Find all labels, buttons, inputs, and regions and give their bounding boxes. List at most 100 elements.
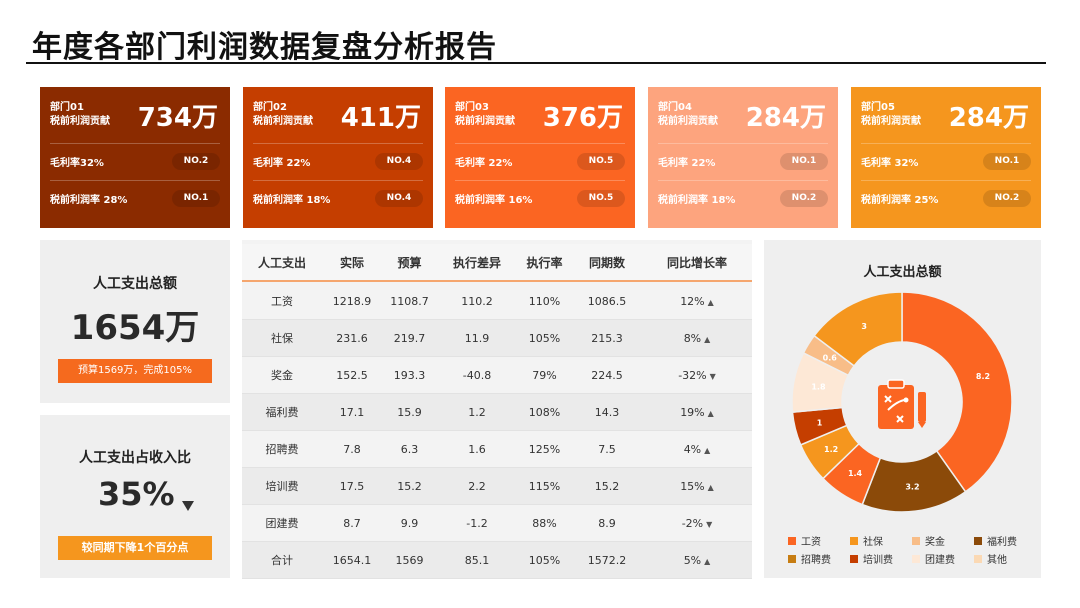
dept-row-gross: 毛利率 22% NO.1 <box>658 143 828 179</box>
up-arrow-icon: ▲ <box>704 556 711 566</box>
table-cell: 招聘费 <box>265 443 299 456</box>
table-cell: -1.2 <box>466 516 488 530</box>
dept-gross-label: 毛利率 22% <box>455 158 513 169</box>
down-triangle-icon <box>182 501 194 511</box>
dept-pretax-label: 税前利润率 16% <box>455 195 533 206</box>
labor-total-note: 预算1569万，完成105% <box>58 359 212 383</box>
legend-item: 团建费 <box>912 551 974 566</box>
legend-label: 其他 <box>987 555 1007 566</box>
dept-subtitle: 税前利润贡献 <box>455 116 515 127</box>
dept-gross-rank: NO.4 <box>375 153 423 170</box>
dept-card-head: 部门01 税前利润贡献 <box>50 101 110 129</box>
table-cell: 231.6 <box>336 331 368 345</box>
dept-card-head: 部门03 税前利润贡献 <box>455 101 515 129</box>
legend-label: 福利费 <box>987 537 1017 548</box>
legend-label: 团建费 <box>925 555 955 566</box>
table-cell: 1108.7 <box>390 294 429 308</box>
dept-gross-label: 毛利率 32% <box>861 158 919 169</box>
dept-gross-rank: NO.1 <box>780 153 828 170</box>
table-cell: 6.3 <box>400 442 419 456</box>
table-cell: 团建费 <box>265 517 299 530</box>
dept-value: 376万 <box>542 103 623 133</box>
legend-swatch <box>850 536 858 545</box>
table-cell: 115% <box>528 479 561 493</box>
table-cell: 12% ▲ <box>680 294 714 308</box>
table-cell: 125% <box>528 442 561 456</box>
table-cell: 14.3 <box>594 405 620 419</box>
table-cell: 17.5 <box>339 479 365 493</box>
dept-row-pretax: 税前利润率 28% NO.1 <box>50 180 220 216</box>
legend-label: 奖金 <box>925 537 945 548</box>
pie-slice-其他 <box>813 291 903 367</box>
table-cell: 15% ▲ <box>680 479 714 493</box>
dept-name: 部门02 <box>253 102 287 113</box>
dept-row-pretax: 税前利润率 16% NO.5 <box>455 180 625 216</box>
labor-donut-chart: 8.2 3.2 1.4 1.2 1 1.8 0.6 3 <box>791 291 1013 513</box>
table-header-cell: 预算 <box>397 255 422 270</box>
dept-value: 411万 <box>340 103 421 133</box>
down-arrow-icon: ▼ <box>709 371 716 381</box>
table-cell: 15.2 <box>594 479 620 493</box>
dept-card-head: 部门02 税前利润贡献 <box>253 101 313 129</box>
dept-pretax-rank: NO.1 <box>172 190 220 207</box>
dept-row-gross: 毛利率 32% NO.1 <box>861 143 1031 179</box>
dept-subtitle: 税前利润贡献 <box>50 116 110 127</box>
table-cell: 152.5 <box>336 368 368 382</box>
dept-row-gross: 毛利率 22% NO.5 <box>455 143 625 179</box>
dept-gross-label: 毛利率 22% <box>253 158 311 169</box>
table-cell: 19% ▲ <box>680 405 714 419</box>
dept-row-gross: 毛利率 22% NO.4 <box>253 143 423 179</box>
table-cell: 193.3 <box>393 368 426 382</box>
table-cell: 1.2 <box>468 405 486 419</box>
labor-ratio-value: 35% <box>98 475 175 513</box>
pie-slice-label: 8.2 <box>976 372 990 381</box>
pie-legend: 工资 社保 奖金 福利费 招聘费 培训费 团建费 其他 <box>788 533 1028 566</box>
table-row: 招聘费 7.8 6.3 1.6 125% 7.5 4% ▲ <box>242 431 752 468</box>
dept-name: 部门04 <box>658 102 692 113</box>
dept-gross-rank: NO.5 <box>577 153 625 170</box>
table-cell: 110.2 <box>461 294 493 308</box>
labor-ratio-title: 人工支出占收入比 <box>79 450 191 466</box>
table-header-cell: 人工支出 <box>257 255 306 270</box>
table-header-cell: 同比增长率 <box>666 255 727 270</box>
table-row: 培训费 17.5 15.2 2.2 115% 15.2 15% ▲ <box>242 468 752 505</box>
table-cell: 8.7 <box>343 516 361 530</box>
table-cell: 4% ▲ <box>683 442 711 456</box>
legend-swatch <box>974 554 982 563</box>
table-cell: 105% <box>528 331 561 345</box>
legend-label: 招聘费 <box>801 555 831 566</box>
table-cell: -40.8 <box>462 368 492 382</box>
up-arrow-icon: ▲ <box>707 408 714 418</box>
table-cell: 1572.2 <box>587 553 627 567</box>
pie-title: 人工支出总额 <box>863 265 942 280</box>
table-row: 团建费 8.7 9.9 -1.2 88% 8.9 -2% ▼ <box>242 505 752 542</box>
table-header-cell: 执行差异 <box>452 255 501 270</box>
dept-row-gross: 毛利率32% NO.2 <box>50 143 220 179</box>
table-header-cell: 实际 <box>339 255 364 270</box>
dept-gross-label: 毛利率 22% <box>658 158 716 169</box>
page-title: 年度各部门利润数据复盘分析报告 <box>32 30 497 65</box>
pie-slice-label: 1.2 <box>824 445 838 454</box>
table-cell: 7.8 <box>343 442 361 456</box>
table-cell: 1654.1 <box>332 553 372 567</box>
legend-swatch <box>788 554 796 563</box>
table-row: 社保 231.6 219.7 11.9 105% 215.3 8% ▲ <box>242 320 752 357</box>
dept-pretax-rank: NO.4 <box>375 190 423 207</box>
table-row: 合计 1654.1 1569 85.1 105% 1572.2 5% ▲ <box>242 542 752 579</box>
up-arrow-icon: ▲ <box>704 445 711 455</box>
labor-pie-panel: 8.2 3.2 1.4 1.2 1 1.8 0.6 3 人工支出总额 工资 社保 奖金 福利费 招聘费… <box>764 240 1041 578</box>
legend-swatch <box>788 536 796 545</box>
labor-ratio-note: 较同期下降1个百分点 <box>58 536 212 560</box>
dept-gross-rank: NO.2 <box>172 153 220 170</box>
pie-slice-label: 1 <box>817 419 823 428</box>
dept-row-pretax: 税前利润率 25% NO.2 <box>861 180 1031 216</box>
up-arrow-icon: ▲ <box>707 482 714 492</box>
dept-card-2: 部门02 税前利润贡献 411万 毛利率 22% NO.4 税前利润率 18% NO.4 <box>243 87 433 228</box>
dept-pretax-rank: NO.5 <box>577 190 625 207</box>
table-cell: -32% ▼ <box>678 368 716 382</box>
dept-card-1: 部门01 税前利润贡献 734万 毛利率32% NO.2 税前利润率 28% NO.1 <box>40 87 230 228</box>
table-cell: 85.1 <box>464 553 490 567</box>
dept-pretax-rank: NO.2 <box>780 190 828 207</box>
dept-subtitle: 税前利润贡献 <box>658 116 718 127</box>
table-header: 人工支出 实际 预算 执行差异 执行率 同期数 同比增长率 <box>242 244 752 282</box>
